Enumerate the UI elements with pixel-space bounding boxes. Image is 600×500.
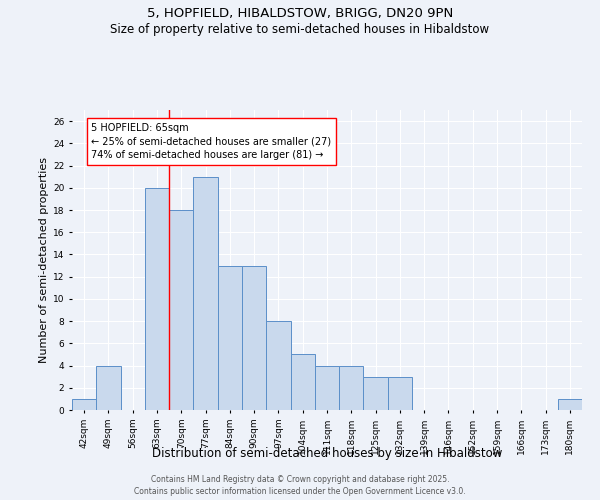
Text: 5 HOPFIELD: 65sqm
← 25% of semi-detached houses are smaller (27)
74% of semi-det: 5 HOPFIELD: 65sqm ← 25% of semi-detached… bbox=[91, 124, 332, 160]
Bar bbox=[558, 399, 582, 410]
Bar bbox=[315, 366, 339, 410]
Text: 5, HOPFIELD, HIBALDSTOW, BRIGG, DN20 9PN: 5, HOPFIELD, HIBALDSTOW, BRIGG, DN20 9PN bbox=[147, 8, 453, 20]
Bar bbox=[96, 366, 121, 410]
Text: Distribution of semi-detached houses by size in Hibaldstow: Distribution of semi-detached houses by … bbox=[152, 448, 502, 460]
Bar bbox=[364, 376, 388, 410]
Bar bbox=[266, 321, 290, 410]
Bar bbox=[218, 266, 242, 410]
Bar bbox=[193, 176, 218, 410]
Y-axis label: Number of semi-detached properties: Number of semi-detached properties bbox=[38, 157, 49, 363]
Bar bbox=[339, 366, 364, 410]
Bar bbox=[145, 188, 169, 410]
Bar bbox=[169, 210, 193, 410]
Bar bbox=[72, 399, 96, 410]
Bar bbox=[290, 354, 315, 410]
Bar bbox=[388, 376, 412, 410]
Bar bbox=[242, 266, 266, 410]
Text: Size of property relative to semi-detached houses in Hibaldstow: Size of property relative to semi-detach… bbox=[110, 22, 490, 36]
Text: Contains HM Land Registry data © Crown copyright and database right 2025.
Contai: Contains HM Land Registry data © Crown c… bbox=[134, 475, 466, 496]
